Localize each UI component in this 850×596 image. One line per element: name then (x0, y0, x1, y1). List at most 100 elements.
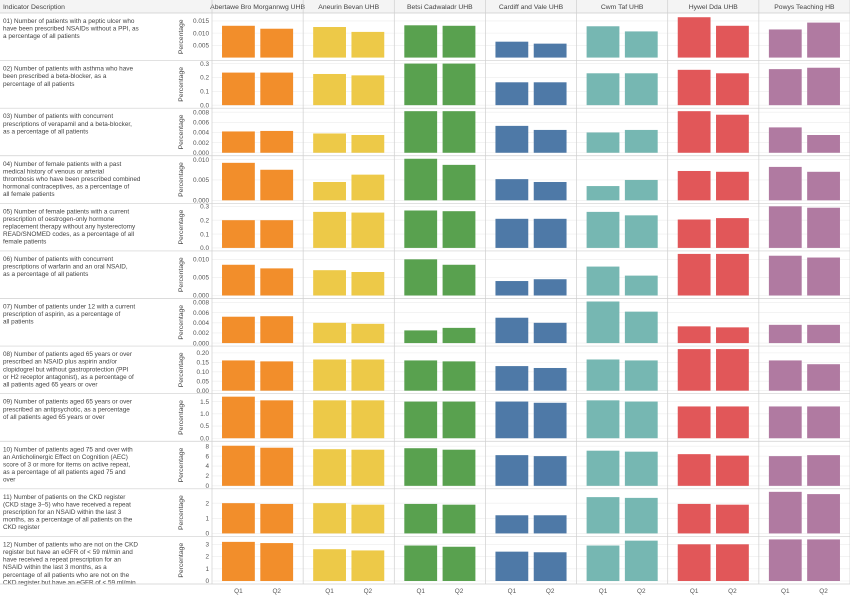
bar-5-board2-q2[interactable] (442, 211, 476, 248)
bar-6-board2-q2[interactable] (442, 264, 476, 296)
bar-11-board1-q2[interactable] (351, 504, 385, 534)
bar-10-board1-q2[interactable] (351, 449, 385, 486)
bar-1-board1-q2[interactable] (351, 31, 385, 58)
bar-12-board0-q1[interactable] (222, 541, 255, 581)
bar-7-board1-q1[interactable] (313, 322, 346, 344)
bar-4-board3-q2[interactable] (533, 181, 567, 201)
bar-6-board0-q2[interactable] (260, 268, 294, 296)
bar-6-board6-q1[interactable] (768, 255, 802, 296)
bar-9-board6-q2[interactable] (807, 406, 840, 439)
bar-10-board4-q1[interactable] (586, 450, 620, 486)
bar-8-board0-q2[interactable] (260, 361, 294, 391)
bar-9-board0-q1[interactable] (222, 396, 255, 439)
bar-1-board4-q1[interactable] (586, 26, 620, 58)
bar-7-board3-q2[interactable] (533, 322, 567, 344)
bar-6-board4-q1[interactable] (586, 266, 620, 296)
bar-5-board5-q2[interactable] (716, 218, 749, 248)
bar-10-board6-q2[interactable] (807, 455, 840, 486)
bar-12-board5-q1[interactable] (677, 544, 711, 581)
bar-4-board0-q1[interactable] (222, 162, 255, 201)
bar-3-board5-q1[interactable] (677, 111, 711, 153)
bar-12-board3-q1[interactable] (495, 551, 529, 581)
bar-4-board0-q2[interactable] (260, 169, 294, 201)
bar-7-board2-q2[interactable] (442, 327, 476, 344)
bar-2-board6-q1[interactable] (768, 69, 802, 106)
bar-5-board0-q1[interactable] (222, 220, 255, 248)
bar-3-board4-q2[interactable] (624, 129, 658, 153)
bar-2-board4-q1[interactable] (586, 73, 620, 106)
bar-6-board6-q2[interactable] (807, 257, 840, 296)
bar-12-board6-q1[interactable] (768, 539, 802, 581)
bar-9-board1-q1[interactable] (313, 400, 346, 439)
bar-8-board1-q2[interactable] (351, 359, 385, 391)
bar-1-board0-q2[interactable] (260, 28, 294, 58)
bar-2-board5-q2[interactable] (716, 73, 749, 106)
bar-7-board5-q2[interactable] (716, 327, 749, 344)
bar-4-board6-q1[interactable] (768, 166, 802, 201)
bar-5-board4-q1[interactable] (586, 211, 620, 248)
bar-9-board3-q2[interactable] (533, 402, 567, 439)
bar-4-board5-q1[interactable] (677, 170, 711, 201)
bar-12-board2-q2[interactable] (442, 546, 476, 581)
bar-11-board6-q1[interactable] (768, 491, 802, 534)
bar-6-board5-q2[interactable] (716, 253, 749, 296)
bar-2-board2-q1[interactable] (404, 63, 438, 106)
bar-11-board5-q2[interactable] (716, 504, 749, 534)
bar-6-board5-q1[interactable] (677, 253, 711, 296)
bar-1-board5-q2[interactable] (716, 25, 749, 58)
bar-2-board2-q2[interactable] (442, 63, 476, 106)
bar-3-board3-q1[interactable] (495, 125, 529, 153)
bar-9-board1-q2[interactable] (351, 400, 385, 439)
bar-6-board4-q2[interactable] (624, 275, 658, 296)
bar-3-board2-q1[interactable] (404, 111, 438, 153)
bar-8-board1-q1[interactable] (313, 359, 346, 391)
bar-2-board6-q2[interactable] (807, 67, 840, 106)
bar-12-board1-q2[interactable] (351, 550, 385, 581)
bar-3-board0-q2[interactable] (260, 130, 294, 153)
bar-12-board1-q1[interactable] (313, 549, 346, 581)
bar-1-board0-q1[interactable] (222, 25, 255, 58)
bar-11-board2-q2[interactable] (442, 504, 476, 534)
bar-1-board2-q2[interactable] (442, 25, 476, 58)
bar-9-board5-q1[interactable] (677, 406, 711, 439)
bar-5-board4-q2[interactable] (624, 215, 658, 248)
bar-7-board2-q1[interactable] (404, 330, 438, 344)
bar-6-board2-q1[interactable] (404, 259, 438, 296)
bar-2-board1-q2[interactable] (351, 75, 385, 106)
bar-6-board3-q2[interactable] (533, 279, 567, 296)
bar-10-board3-q2[interactable] (533, 456, 567, 486)
bar-7-board4-q1[interactable] (586, 301, 620, 344)
bar-3-board0-q1[interactable] (222, 131, 255, 153)
bar-7-board1-q2[interactable] (351, 323, 385, 344)
bar-7-board0-q1[interactable] (222, 316, 255, 344)
bar-12-board0-q2[interactable] (260, 543, 294, 581)
bar-4-board2-q1[interactable] (404, 158, 438, 201)
bar-9-board6-q1[interactable] (768, 406, 802, 439)
bar-4-board4-q2[interactable] (624, 179, 658, 201)
bar-12-board6-q2[interactable] (807, 539, 840, 581)
bar-8-board6-q2[interactable] (807, 364, 840, 391)
bar-7-board6-q2[interactable] (807, 324, 840, 344)
bar-1-board6-q1[interactable] (768, 29, 802, 58)
bar-10-board2-q1[interactable] (404, 448, 438, 486)
bar-1-board3-q2[interactable] (533, 43, 567, 58)
bar-5-board6-q1[interactable] (768, 206, 802, 248)
bar-12-board5-q2[interactable] (716, 544, 749, 581)
bar-1-board3-q1[interactable] (495, 41, 529, 58)
bar-4-board3-q1[interactable] (495, 179, 529, 201)
bar-7-board3-q1[interactable] (495, 317, 529, 344)
bar-12-board3-q2[interactable] (533, 552, 567, 581)
bar-7-board0-q2[interactable] (260, 316, 294, 344)
bar-3-board5-q2[interactable] (716, 114, 749, 153)
bar-4-board2-q2[interactable] (442, 164, 476, 201)
bar-6-board1-q2[interactable] (351, 271, 385, 296)
bar-7-board5-q1[interactable] (677, 326, 711, 344)
bar-3-board4-q1[interactable] (586, 132, 620, 153)
bar-10-board3-q1[interactable] (495, 455, 529, 486)
bar-11-board5-q1[interactable] (677, 503, 711, 534)
bar-2-board0-q2[interactable] (260, 72, 294, 106)
bar-2-board5-q1[interactable] (677, 69, 711, 106)
bar-8-board2-q2[interactable] (442, 361, 476, 391)
bar-1-board6-q2[interactable] (807, 22, 840, 58)
bar-4-board6-q2[interactable] (807, 171, 840, 201)
